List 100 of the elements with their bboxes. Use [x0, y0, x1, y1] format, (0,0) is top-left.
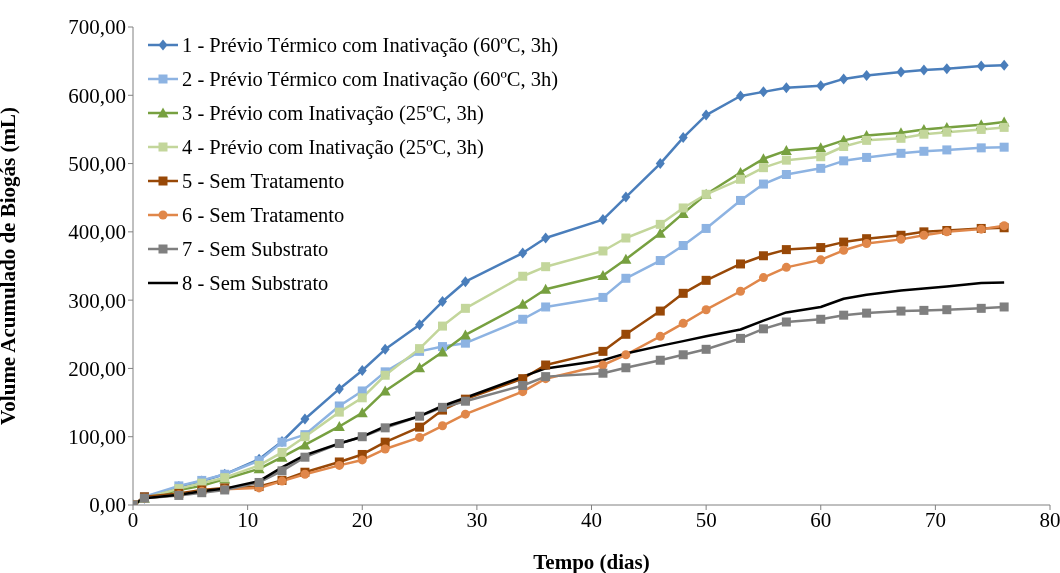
point [999, 122, 1009, 132]
point [758, 86, 768, 98]
point [942, 63, 952, 75]
point [862, 152, 872, 162]
point [701, 344, 711, 354]
point [357, 364, 367, 376]
y-tick-label: 300,00 [68, 288, 126, 313]
point [919, 129, 929, 139]
point [976, 124, 986, 134]
point [541, 360, 551, 370]
legend-label: 2 - Prévio Térmico com Inativação (60ºC, 3h) [182, 67, 559, 91]
point [621, 191, 631, 203]
point [541, 262, 551, 272]
point [437, 321, 447, 331]
point [678, 288, 688, 298]
point [701, 275, 711, 285]
point [839, 73, 849, 85]
point [300, 452, 310, 462]
point [758, 179, 768, 189]
point [598, 368, 608, 378]
point [541, 232, 551, 244]
point [701, 109, 711, 121]
point [862, 308, 872, 318]
point [357, 393, 367, 403]
point [621, 329, 631, 339]
legend-label: 7 - Sem Substrato [182, 237, 329, 261]
x-tick-label: 30 [466, 507, 488, 532]
x-tick-label: 70 [924, 507, 946, 532]
point [621, 233, 631, 243]
point [816, 80, 826, 92]
point [540, 283, 552, 294]
point [758, 273, 768, 283]
point [655, 158, 665, 170]
x-tick-label: 60 [810, 507, 832, 532]
point [437, 421, 447, 431]
point [459, 329, 471, 340]
point [701, 305, 711, 315]
point [816, 163, 826, 173]
point [598, 292, 608, 302]
point [334, 439, 344, 449]
legend-label: 4 - Prévio com Inativação (25ºC, 3h) [182, 135, 484, 159]
point [415, 432, 425, 442]
point [380, 423, 390, 433]
point [621, 350, 631, 360]
point [678, 132, 688, 144]
point [380, 444, 390, 454]
point [976, 143, 986, 153]
point [896, 306, 906, 316]
point [862, 69, 872, 81]
point [781, 262, 791, 272]
point [919, 305, 929, 315]
point [655, 256, 665, 266]
point [598, 346, 608, 356]
x-tick-label: 40 [581, 507, 602, 532]
point [277, 466, 287, 476]
point [277, 447, 287, 457]
point [781, 245, 791, 255]
point [862, 135, 872, 145]
point [518, 381, 528, 390]
point [999, 142, 1009, 152]
point [736, 333, 746, 343]
y-tick-label: 0,00 [89, 493, 126, 518]
point [896, 148, 906, 158]
point [781, 317, 791, 327]
point [839, 245, 849, 255]
legend-label: 1 - Prévio Térmico com Inativação (60ºC, 3h) [182, 33, 559, 57]
point [517, 298, 529, 309]
point [839, 237, 849, 247]
legend-label: 6 - Sem Tratamento [182, 203, 345, 227]
point [701, 223, 711, 233]
point [862, 238, 872, 248]
point [758, 324, 768, 334]
point [896, 66, 906, 78]
point [655, 219, 665, 229]
point [781, 155, 791, 165]
y-tick-label: 400,00 [68, 220, 126, 245]
point [380, 343, 390, 355]
point [839, 156, 849, 166]
point [334, 407, 344, 417]
point [896, 234, 906, 244]
point [541, 302, 551, 312]
point [357, 455, 367, 465]
point [414, 362, 426, 373]
point [356, 407, 368, 418]
point [736, 90, 746, 102]
point [460, 303, 470, 313]
point [415, 422, 425, 432]
point [780, 145, 792, 156]
point [815, 142, 827, 153]
point [736, 259, 746, 269]
legend-label: 3 - Prévio com Inativação (25ºC, 3h) [182, 101, 484, 125]
point [816, 243, 826, 253]
legend-label: 8 - Sem Substrato [182, 271, 329, 295]
point [597, 270, 609, 281]
point [357, 432, 367, 442]
point [678, 241, 688, 251]
point [919, 64, 929, 76]
point [736, 174, 746, 184]
point [460, 338, 470, 348]
x-tick-label: 10 [237, 507, 259, 532]
